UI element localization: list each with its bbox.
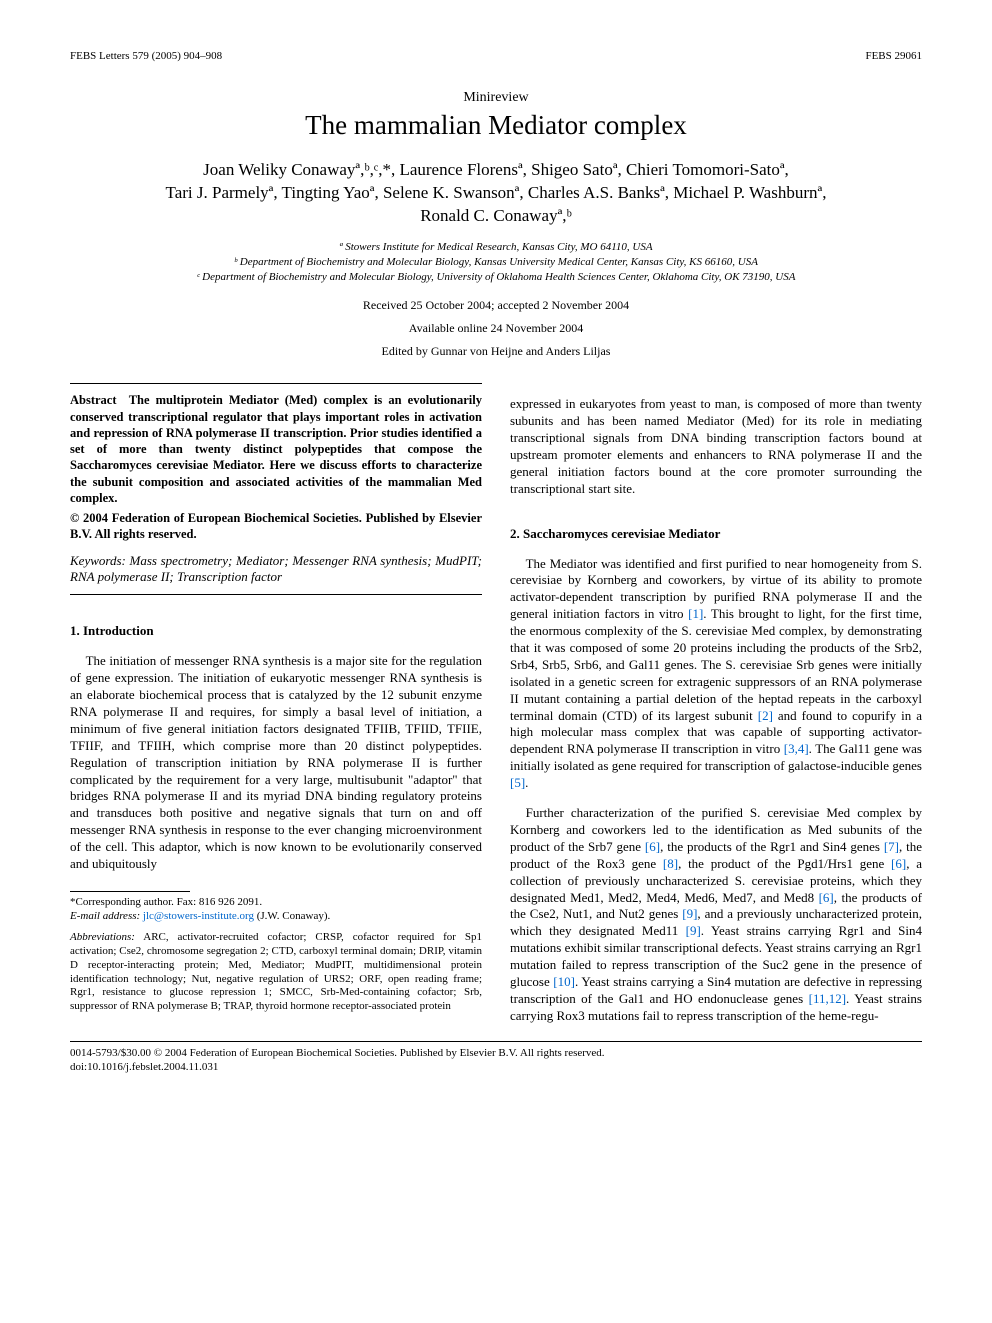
abstract-block: Abstract The multiprotein Mediator (Med)… — [70, 383, 482, 595]
section-2-paragraph-2: Further characterization of the purified… — [510, 805, 922, 1025]
ref-11-12[interactable]: [11,12] — [809, 991, 846, 1006]
section-1-heading: 1. Introduction — [70, 623, 482, 640]
header-left: FEBS Letters 579 (2005) 904–908 — [70, 50, 222, 62]
article-type: Minireview — [70, 90, 922, 106]
ref-1[interactable]: [1] — [688, 606, 703, 621]
abbreviations-footnote: Abbreviations: ARC, activator-recruited … — [70, 931, 482, 1014]
footer-copyright: 0014-5793/$30.00 © 2004 Federation of Eu… — [70, 1046, 922, 1060]
ref-10[interactable]: [10] — [553, 974, 575, 989]
affiliation-b: ᵇ Department of Biochemistry and Molecul… — [70, 255, 922, 270]
affiliation-c: ᶜ Department of Biochemistry and Molecul… — [70, 270, 922, 285]
section-2-paragraph-1: The Mediator was identified and first pu… — [510, 556, 922, 792]
article-title: The mammalian Mediator complex — [70, 110, 922, 141]
ref-3-4[interactable]: [3,4] — [784, 741, 809, 756]
available-online: Available online 24 November 2004 — [70, 321, 922, 336]
ref-9a[interactable]: [9] — [682, 906, 697, 921]
ref-5[interactable]: [5] — [510, 775, 525, 790]
authors-line-3: Ronald C. Conawayª,ᵇ — [420, 206, 572, 225]
abstract-text: Abstract The multiprotein Mediator (Med)… — [70, 392, 482, 506]
abbrev-text: ARC, activator-recruited cofactor; CRSP,… — [70, 931, 482, 1012]
email-label: E-mail address: — [70, 910, 140, 922]
authors-line-2: Tari J. Parmelyª, Tingting Yaoª, Selene … — [166, 183, 827, 202]
header-right: FEBS 29061 — [865, 50, 922, 62]
keywords-block: Keywords: Mass spectrometry; Mediator; M… — [70, 553, 482, 587]
ref-6c[interactable]: [6] — [819, 890, 834, 905]
received-accepted: Received 25 October 2004; accepted 2 Nov… — [70, 298, 922, 313]
ref-7[interactable]: [7] — [884, 839, 899, 854]
ref-6b[interactable]: [6] — [891, 856, 906, 871]
corresponding-author-footnote: *Corresponding author. Fax: 816 926 2091… — [70, 896, 482, 924]
left-column: Abstract The multiprotein Mediator (Med)… — [70, 383, 482, 1024]
ref-8[interactable]: [8] — [663, 856, 678, 871]
footer-doi: doi:10.1016/j.febslet.2004.11.031 — [70, 1060, 922, 1074]
abbrev-label: Abbreviations: — [70, 931, 135, 943]
corr-label: *Corresponding author. Fax: 816 926 2091… — [70, 896, 262, 908]
keywords-label: Keywords: — [70, 553, 126, 568]
footnote-separator — [70, 891, 190, 892]
page-footer: 0014-5793/$30.00 © 2004 Federation of Eu… — [70, 1046, 922, 1075]
corresponding-email-link[interactable]: jlc@stowers-institute.org — [143, 910, 254, 922]
ref-6a[interactable]: [6] — [645, 839, 660, 854]
authors-block: Joan Weliky Conawayª,ᵇ,ᶜ,*, Laurence Flo… — [70, 159, 922, 228]
authors-line-1: Joan Weliky Conawayª,ᵇ,ᶜ,*, Laurence Flo… — [203, 160, 789, 179]
abstract-copyright: © 2004 Federation of European Biochemica… — [70, 510, 482, 543]
footer-separator — [70, 1041, 922, 1042]
abstract-body: The multiprotein Mediator (Med) complex … — [70, 393, 482, 505]
affiliation-a: ª Stowers Institute for Medical Research… — [70, 240, 922, 255]
affiliations-block: ª Stowers Institute for Medical Research… — [70, 240, 922, 285]
section-2-heading: 2. Saccharomyces cerevisiae Mediator — [510, 526, 922, 543]
email-tail: (J.W. Conaway). — [257, 910, 331, 922]
running-header: FEBS Letters 579 (2005) 904–908 FEBS 290… — [70, 50, 922, 62]
keywords-text: Mass spectrometry; Mediator; Messenger R… — [70, 553, 482, 585]
edited-by: Edited by Gunnar von Heijne and Anders L… — [70, 344, 922, 359]
abstract-label: Abstract — [70, 393, 117, 407]
intro-paragraph-1-cont: expressed in eukaryotes from yeast to ma… — [510, 396, 922, 497]
intro-paragraph-1: The initiation of messenger RNA synthesi… — [70, 653, 482, 873]
ref-2[interactable]: [2] — [758, 708, 773, 723]
ref-9b[interactable]: [9] — [686, 923, 701, 938]
right-column: expressed in eukaryotes from yeast to ma… — [510, 383, 922, 1024]
